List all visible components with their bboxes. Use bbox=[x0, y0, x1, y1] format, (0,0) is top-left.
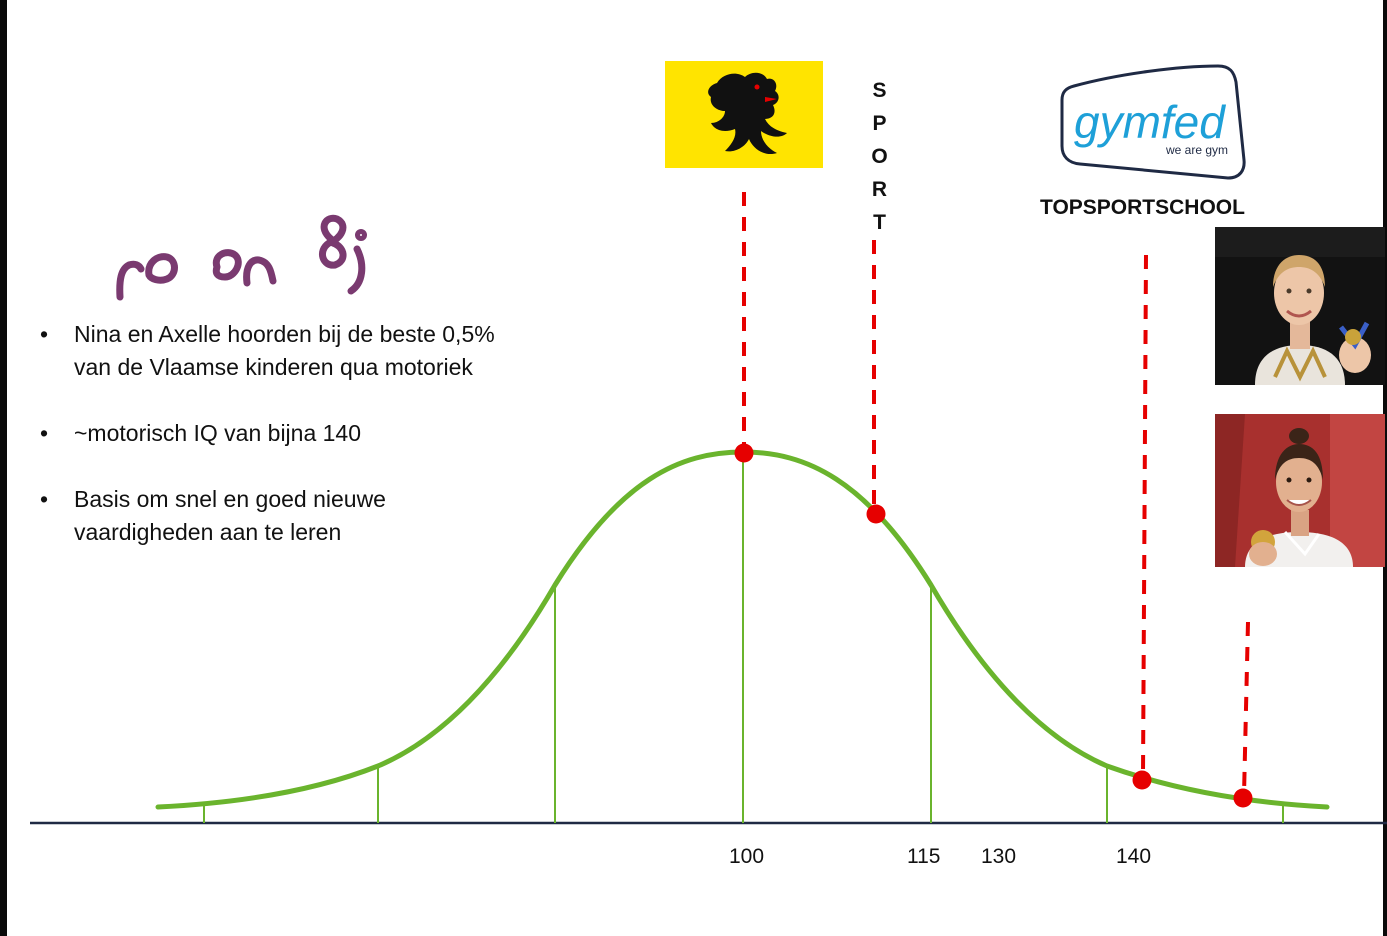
gymfed-logo: gymfed we are gym bbox=[1060, 64, 1246, 180]
dashed-marker-line bbox=[1141, 254, 1148, 776]
list-item: • Basis om snel en goed nieuwe vaardighed… bbox=[40, 483, 500, 549]
bullet-dot: • bbox=[40, 420, 49, 446]
right-frame-border bbox=[1383, 0, 1387, 936]
topsportschool-label: TOPSPORTSCHOOL bbox=[1040, 196, 1245, 219]
sport-letter: T bbox=[873, 211, 887, 234]
bullet-text: Basis om snel en goed nieuwe vaardighede… bbox=[74, 486, 386, 545]
handwritten-scribble bbox=[116, 214, 367, 301]
athlete-photo-2 bbox=[1215, 414, 1385, 567]
bullet-list: • Nina en Axelle hoorden bij de beste 0,5… bbox=[40, 318, 500, 582]
sport-vertical-label: S P O R T bbox=[862, 74, 898, 239]
marker-dot bbox=[734, 443, 754, 463]
bullet-dot: • bbox=[40, 486, 49, 512]
marker-dot bbox=[1233, 788, 1253, 808]
left-frame-border bbox=[0, 0, 7, 936]
athlete-photo-1 bbox=[1215, 227, 1385, 385]
axis-tick-label: 130 bbox=[981, 845, 1017, 868]
list-item: • Nina en Axelle hoorden bij de beste 0,5… bbox=[40, 318, 500, 384]
sport-letter: P bbox=[872, 112, 888, 135]
marker-dot bbox=[1132, 770, 1152, 790]
flemish-flag-image bbox=[665, 61, 823, 168]
bullet-text: Nina en Axelle hoorden bij de beste 0,5%… bbox=[74, 321, 495, 380]
black-lion-icon bbox=[708, 72, 787, 155]
dashed-marker-line bbox=[1242, 621, 1250, 796]
gymfed-logo-tagline: we are gym bbox=[1165, 143, 1228, 157]
list-item: • ~motorisch IQ van bijna 140 bbox=[40, 417, 500, 450]
axis-tick-label: 115 bbox=[907, 845, 941, 868]
bullet-text: ~motorisch IQ van bijna 140 bbox=[74, 420, 362, 446]
bullet-dot: • bbox=[40, 321, 49, 347]
sport-letter: O bbox=[871, 145, 889, 168]
axis-tick-label: 140 bbox=[1116, 845, 1152, 868]
marker-dot bbox=[866, 504, 886, 524]
gymfed-logo-name: gymfed bbox=[1074, 96, 1226, 148]
sport-letter: S bbox=[872, 79, 888, 102]
axis-tick-label: 100 bbox=[729, 845, 765, 868]
sport-letter: R bbox=[871, 178, 889, 201]
